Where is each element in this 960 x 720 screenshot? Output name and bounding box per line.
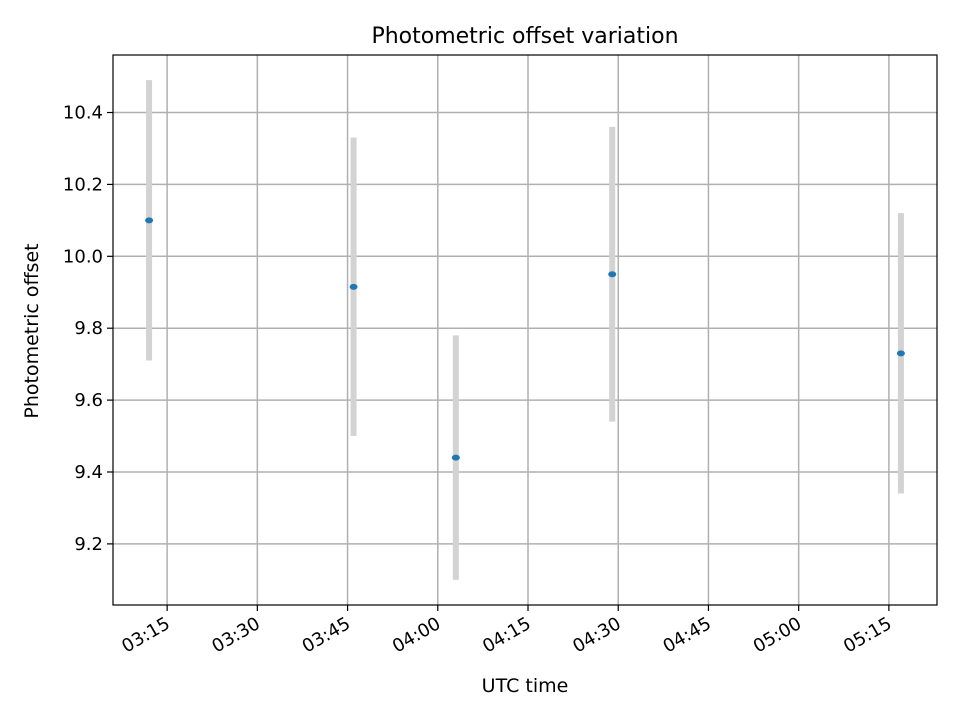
y-axis-ticks: 9.2 9.4 9.6 9.8 10.0 10.2 10.4 — [63, 103, 113, 555]
grid — [113, 55, 937, 605]
data-points — [145, 217, 905, 461]
data-point — [451, 454, 460, 461]
x-axis-label: UTC time — [482, 675, 569, 697]
data-point — [896, 350, 905, 357]
y-axis-label: Photometric offset — [21, 243, 43, 418]
data-point — [145, 217, 154, 224]
y-tick-label: 10.2 — [63, 174, 103, 195]
y-tick-label: 9.6 — [74, 390, 103, 411]
y-tick-label: 10.4 — [63, 103, 103, 124]
data-point — [608, 271, 617, 278]
chart-title: Photometric offset variation — [371, 24, 678, 49]
plot-frame — [112, 54, 938, 606]
y-tick-label: 9.2 — [74, 534, 103, 555]
y-tick-label: 9.8 — [74, 318, 103, 339]
y-tick-label: 10.0 — [63, 246, 103, 267]
y-tick-label: 9.4 — [74, 462, 103, 483]
data-point — [349, 283, 358, 290]
